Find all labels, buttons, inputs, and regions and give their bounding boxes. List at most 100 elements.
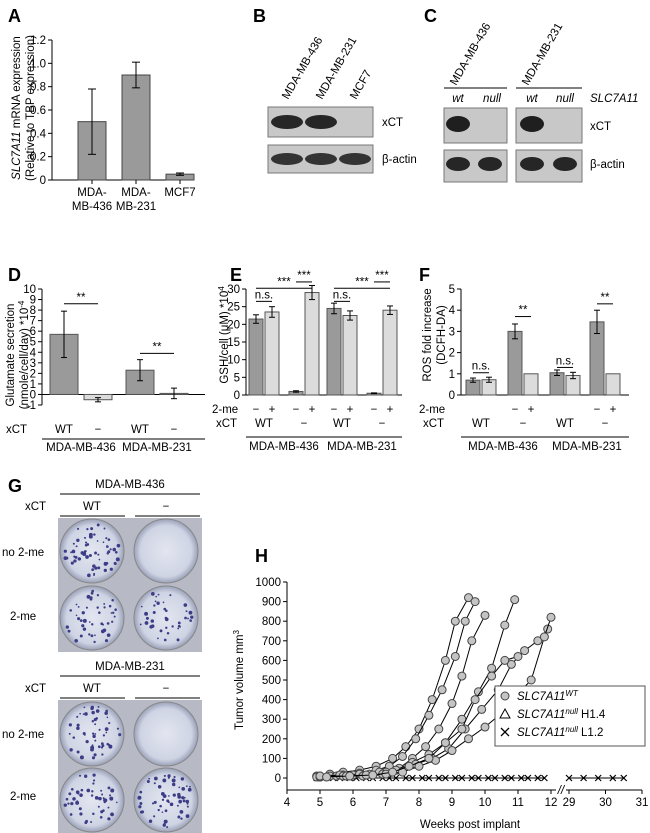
y-tick-label: 10	[23, 284, 36, 296]
wt-marker	[424, 710, 434, 720]
x-marker	[418, 774, 426, 782]
y-tick-label: 8	[30, 305, 36, 317]
x-marker	[580, 774, 588, 782]
wt-marker	[520, 646, 530, 656]
colony	[82, 713, 85, 715]
colony	[65, 625, 69, 629]
colony	[69, 748, 73, 752]
colony	[81, 624, 85, 628]
colony	[88, 554, 92, 558]
xct-label: −	[301, 418, 308, 430]
colony	[72, 542, 75, 545]
colony	[87, 573, 91, 578]
colony	[176, 804, 179, 807]
y-tick-label: 1000	[255, 577, 281, 589]
colony	[95, 709, 100, 713]
blot-b-lane-label: MCF7	[348, 68, 374, 101]
colony	[98, 611, 101, 614]
significance-label: ***	[277, 276, 291, 288]
g-block-title: MDA-MB-436	[95, 479, 165, 491]
two-me-label: +	[309, 404, 316, 416]
panel-e-y-axis-label: GSH/cell (μM) *104	[217, 286, 231, 384]
legend-marker	[500, 691, 510, 701]
x-tick-label: 10	[479, 797, 492, 809]
wt-marker	[401, 742, 411, 752]
colony	[171, 778, 176, 783]
xct-label: WT	[556, 418, 574, 430]
bar	[304, 292, 320, 396]
blot-c-genotype: wt	[452, 93, 464, 105]
colony	[152, 611, 156, 615]
panel-b-western-blot: B MDA-MB-436 MDA-MB-231 MCF7 xCT β-actin	[253, 6, 417, 174]
colony	[185, 610, 188, 613]
group-label: MDA-MB-231	[327, 441, 397, 453]
colony	[76, 750, 80, 754]
xct-label: −	[95, 424, 102, 436]
wt-marker	[487, 671, 497, 681]
wt-marker	[388, 753, 398, 763]
wt-marker	[427, 695, 437, 705]
colony	[163, 607, 167, 611]
colony	[163, 638, 167, 642]
panel-c-western-blot: C MDA-MB-436 MDA-MB-231 wt null wt null …	[424, 6, 638, 183]
panel-h-x-axis-label: Weeks post implant	[420, 819, 521, 831]
colony	[85, 541, 88, 544]
x-tick-label: MB-231	[116, 201, 156, 213]
colony	[83, 733, 86, 736]
wt-marker	[345, 771, 355, 781]
g-block-title: MDA-MB-231	[95, 661, 165, 673]
colony	[93, 574, 95, 577]
colony	[156, 601, 160, 605]
xct-label: −	[602, 418, 609, 430]
two-me-label: −	[512, 404, 519, 416]
colony	[110, 788, 115, 793]
two-me-label: +	[528, 404, 535, 416]
bar	[326, 307, 342, 396]
colony	[150, 619, 155, 623]
colony	[154, 600, 157, 603]
colony	[97, 745, 101, 749]
colony	[68, 792, 72, 796]
panel-d-bar-chart: D Glutamate secretion (nmole/cell/day) *…	[5, 265, 205, 454]
significance-label: **	[601, 292, 610, 304]
colony	[138, 805, 142, 809]
colony	[88, 532, 93, 537]
bar	[523, 373, 539, 396]
colony	[116, 727, 120, 730]
colony	[165, 609, 168, 613]
colony	[76, 715, 79, 718]
colony	[112, 547, 117, 552]
two-me-label: +	[347, 404, 354, 416]
wt-marker	[546, 612, 556, 622]
bar	[507, 330, 523, 396]
colony	[97, 553, 100, 556]
y-tick-label: 7	[30, 316, 36, 328]
colony	[109, 796, 114, 801]
significance-label: ***	[297, 270, 311, 282]
xct-label: WT	[55, 424, 73, 436]
colony	[149, 625, 153, 629]
x-tick-label: MB-436	[72, 201, 112, 213]
panel-f-y-axis-label-2: (DCFH-DA)	[436, 305, 448, 365]
group-label: MDA-MB-436	[249, 441, 319, 453]
x-marker	[408, 774, 416, 782]
colony	[163, 774, 166, 777]
wt-marker	[447, 699, 457, 709]
colony	[102, 541, 105, 544]
x-tick-label: 6	[350, 797, 356, 809]
colony	[70, 802, 74, 806]
legend-box	[494, 685, 646, 747]
blot-c-cell-label: MDA-MB-231	[520, 21, 565, 87]
colony	[75, 800, 80, 805]
wt-marker	[404, 761, 414, 771]
colony	[162, 823, 166, 827]
bar	[382, 309, 398, 396]
x-marker	[468, 774, 476, 782]
colony	[63, 556, 68, 560]
y-tick-label: 5	[449, 284, 455, 296]
colony	[91, 568, 95, 572]
colony	[99, 815, 103, 819]
blot-band	[446, 157, 470, 171]
blot-band	[478, 157, 502, 171]
colony	[144, 611, 149, 616]
